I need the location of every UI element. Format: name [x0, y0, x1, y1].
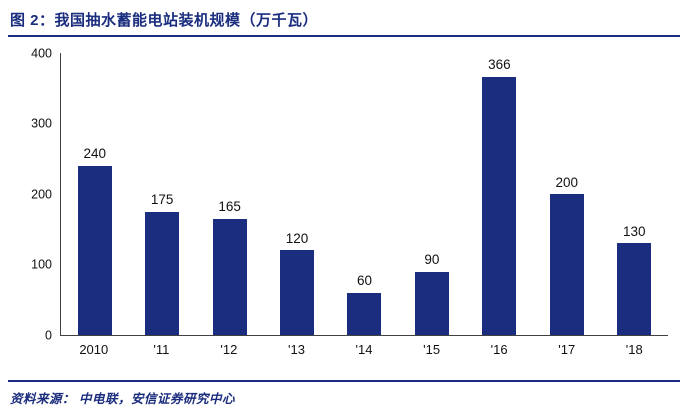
footer-divider	[8, 380, 680, 382]
bar-group: 120	[263, 53, 330, 335]
bar-group: 165	[196, 53, 263, 335]
bar	[414, 271, 449, 335]
x-tick-label: '18	[625, 342, 643, 357]
x-tick-label: '12	[220, 342, 238, 357]
x-tick-label: '17	[558, 342, 576, 357]
bar	[617, 243, 652, 335]
bar-group: 200	[533, 53, 600, 335]
bar-group: 366	[466, 53, 533, 335]
y-tick-label: 100	[31, 257, 52, 272]
bar	[212, 218, 247, 335]
chart-title: 图 2：我国抽水蓄能电站装机规模（万千瓦）	[10, 12, 319, 29]
header-divider	[8, 35, 680, 37]
y-tick-label: 0	[45, 327, 52, 342]
bar	[482, 76, 517, 335]
bar	[77, 165, 112, 335]
bar-value-label: 120	[285, 230, 309, 246]
y-tick-label: 300	[31, 116, 52, 131]
bar-group: 240	[61, 53, 128, 335]
bar-value-label: 200	[555, 174, 579, 190]
bar-value-label: 165	[218, 199, 241, 215]
bar	[145, 211, 180, 335]
bar-value-label: 130	[622, 223, 646, 239]
y-tick-label: 200	[31, 186, 52, 201]
bar-group: 60	[331, 53, 398, 335]
bar-series: 240 175 165 120 60 90 366 200 130	[61, 53, 668, 335]
bar	[549, 194, 584, 335]
y-tick-label: 400	[31, 45, 52, 60]
bar-value-label: 90	[424, 252, 440, 268]
bar-value-label: 366	[488, 57, 511, 73]
bar	[280, 250, 315, 335]
x-tick-label: '11	[153, 342, 170, 357]
x-tick-label: '14	[355, 342, 373, 357]
bar-group: 130	[601, 53, 668, 335]
bar-value-label: 60	[356, 273, 372, 289]
x-tick-label: '15	[423, 342, 441, 357]
x-tick-label: '13	[287, 342, 305, 357]
plot-area: 0 100 200 300 400 240 175 165 120 60 90 366 200 130	[31, 47, 668, 341]
source-note: 资料来源： 中电联，安信证券研究中心	[10, 392, 235, 406]
x-tick-label: '16	[490, 342, 508, 357]
bar-value-label: 240	[83, 146, 106, 162]
bar-value-label: 175	[150, 192, 174, 208]
footer: 资料来源： 中电联，安信证券研究中心	[8, 380, 680, 409]
bar	[347, 292, 382, 335]
x-tick-label: 2010	[79, 342, 109, 357]
bar-chart: 0 100 200 300 400 240 175 165 120 60 90 366 200 130 …	[8, 37, 680, 380]
bar-group: 175	[128, 53, 195, 335]
bar-group: 90	[398, 53, 465, 335]
x-axis-labels: 2010 '11 '12 '13 '14 '15 '16 '17 '18	[60, 336, 668, 357]
chart-header: 图 2：我国抽水蓄能电站装机规模（万千瓦）	[8, 6, 680, 35]
